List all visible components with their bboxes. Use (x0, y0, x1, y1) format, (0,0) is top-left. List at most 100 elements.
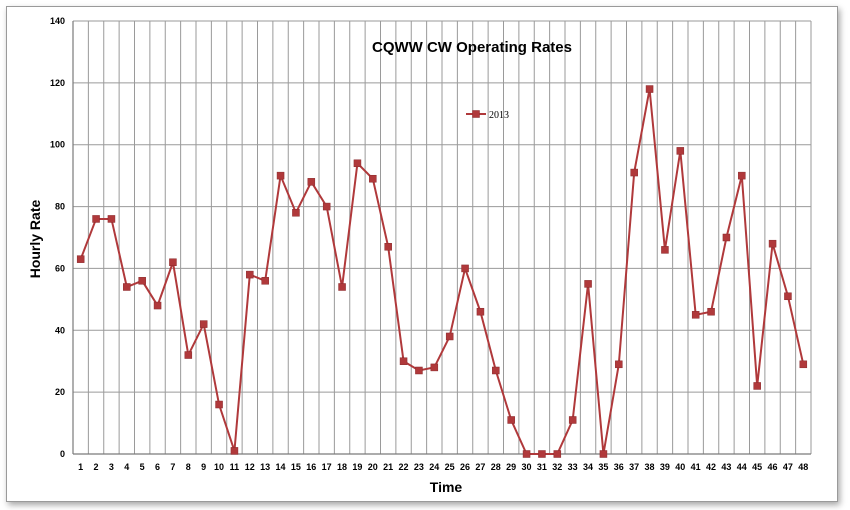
y-axis-label: Hourly Rate (27, 200, 43, 279)
data-point (322, 202, 331, 211)
x-tick-label: 3 (109, 462, 114, 472)
x-tick-label: 40 (675, 462, 685, 472)
x-tick-label: 48 (798, 462, 808, 472)
x-tick-label: 9 (201, 462, 206, 472)
data-point (522, 450, 531, 458)
data-point (553, 450, 562, 458)
data-point (584, 280, 592, 288)
data-point (292, 209, 300, 217)
x-tick-label: 44 (737, 462, 747, 472)
data-point (199, 320, 208, 328)
x-tick-label: 11 (230, 462, 240, 472)
data-point (676, 147, 685, 155)
data-point (753, 382, 761, 390)
data-point (138, 277, 146, 285)
data-point (230, 447, 239, 455)
y-tick-label: 100 (50, 140, 65, 150)
x-tick-label: 28 (491, 462, 501, 472)
y-tick-label: 140 (50, 16, 65, 26)
data-point (568, 416, 577, 424)
data-point (276, 171, 285, 180)
x-tick-label: 30 (522, 462, 532, 472)
y-tick-label: 60 (55, 263, 65, 273)
x-tick-label: 15 (291, 462, 301, 472)
data-point (722, 233, 731, 242)
y-tick-label: 20 (55, 387, 65, 397)
x-tick-label: 8 (186, 462, 191, 472)
x-tick-label: 5 (140, 462, 145, 472)
data-point (76, 255, 85, 263)
data-point (768, 239, 777, 248)
x-tick-label: 14 (276, 462, 286, 472)
x-tick-label: 29 (506, 462, 516, 472)
x-tick-label: 25 (445, 462, 455, 472)
x-tick-label: 36 (614, 462, 624, 472)
x-tick-label: 41 (691, 462, 701, 472)
data-point (123, 283, 131, 291)
legend-label: 2013 (489, 110, 509, 121)
x-tick-label: 23 (414, 462, 424, 472)
data-point (784, 292, 792, 301)
data-point (538, 450, 546, 458)
x-tick-label: 21 (383, 462, 393, 472)
data-point (507, 416, 515, 424)
data-point (184, 351, 193, 359)
data-point (153, 301, 162, 310)
data-point (215, 400, 223, 409)
x-tick-label: 2 (94, 462, 99, 472)
data-point (92, 215, 100, 223)
x-tick-label: 16 (306, 462, 316, 472)
series-line (79, 88, 805, 455)
x-tick-label: 18 (337, 462, 347, 472)
data-point (492, 366, 500, 375)
data-point (630, 168, 638, 177)
chart-title: CQWW CW Operating Rates (372, 39, 572, 56)
data-point (246, 270, 254, 279)
data-point (430, 363, 439, 372)
data-point (261, 277, 269, 285)
data-point (338, 283, 346, 291)
y-tick-label: 0 (60, 449, 65, 459)
data-point (799, 360, 808, 369)
data-point (615, 360, 623, 369)
x-tick-label: 27 (475, 462, 485, 472)
x-tick-label: 34 (583, 462, 593, 472)
x-tick-label: 39 (660, 462, 670, 472)
y-axis-ticks: 0 20 40 60 80 100 120 140 (50, 16, 65, 459)
data-point (645, 85, 654, 93)
y-tick-label: 40 (55, 325, 65, 335)
chart-gridlines (72, 20, 812, 455)
x-tick-label: 24 (429, 462, 439, 472)
x-tick-label: 17 (322, 462, 332, 472)
x-tick-label: 33 (568, 462, 578, 472)
x-tick-label: 35 (598, 462, 608, 472)
x-tick-label: 6 (155, 462, 160, 472)
data-point (445, 332, 454, 341)
data-point (461, 264, 469, 273)
x-tick-label: 42 (706, 462, 716, 472)
x-tick-label: 38 (645, 462, 655, 472)
x-tick-label: 20 (368, 462, 378, 472)
x-tick-label: 26 (460, 462, 470, 472)
data-point (169, 258, 177, 266)
x-tick-label: 47 (783, 462, 793, 472)
x-tick-label: 1 (78, 462, 83, 472)
data-point (399, 357, 408, 365)
data-point (661, 246, 669, 254)
data-point (738, 171, 746, 180)
data-point (415, 366, 423, 375)
x-axis-label: Time (430, 479, 463, 495)
x-tick-label: 13 (260, 462, 270, 472)
data-point (384, 243, 392, 251)
y-tick-label: 80 (55, 202, 65, 212)
data-point (707, 307, 715, 316)
x-tick-label: 7 (170, 462, 175, 472)
x-tick-label: 46 (768, 462, 778, 472)
data-point (369, 174, 377, 183)
y-tick-label: 120 (50, 78, 65, 88)
data-point (691, 311, 700, 319)
legend-square-marker (472, 110, 480, 118)
x-tick-label: 4 (124, 462, 129, 472)
data-point (476, 307, 485, 316)
